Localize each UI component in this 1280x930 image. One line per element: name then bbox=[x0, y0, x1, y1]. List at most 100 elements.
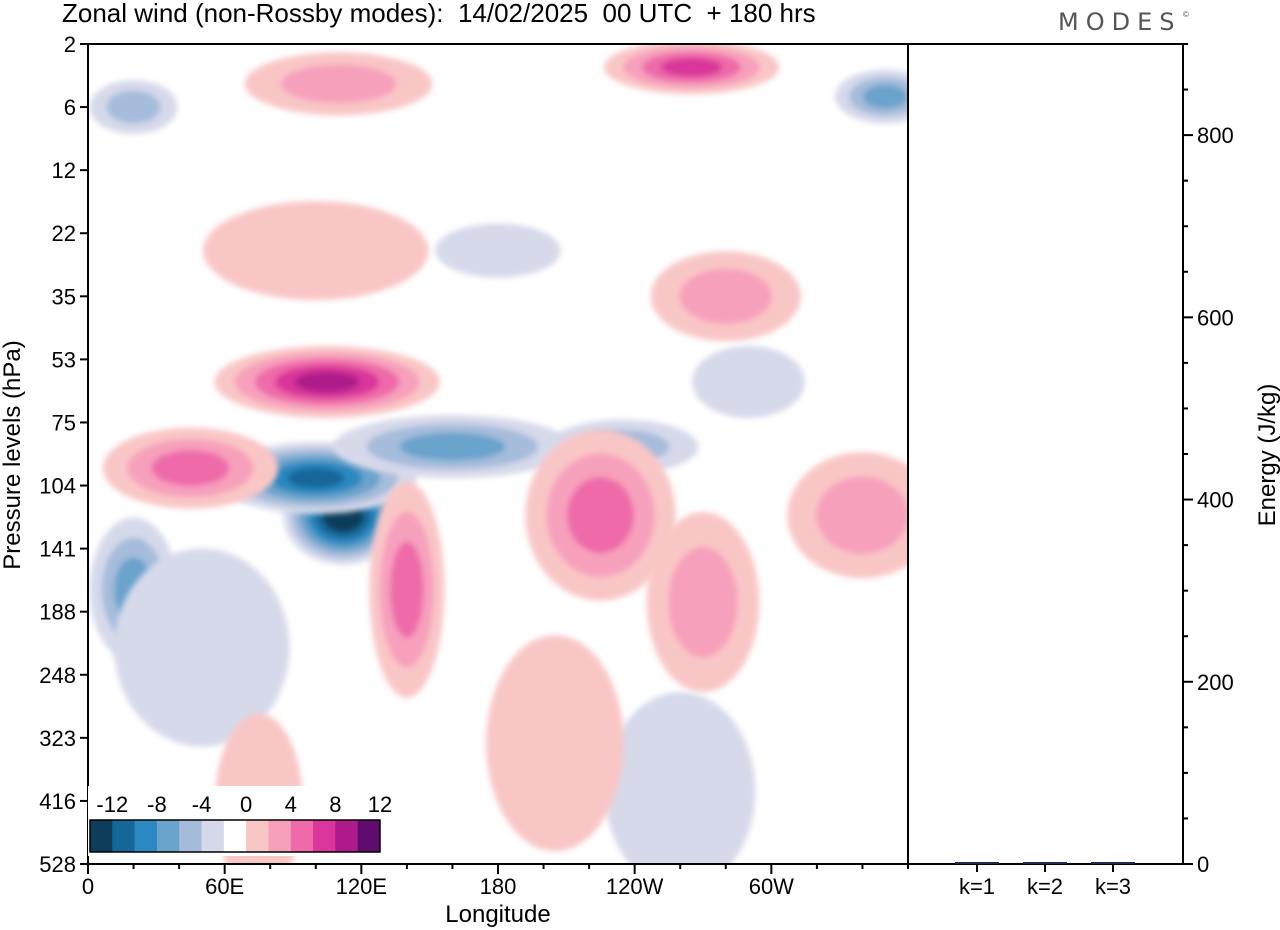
wind-anomaly-13 bbox=[603, 44, 780, 95]
wind-anomaly-14 bbox=[203, 201, 429, 301]
colorbar-swatch bbox=[134, 820, 158, 852]
colorbar-label: -8 bbox=[147, 792, 167, 817]
y-axis-title: Pressure levels (hPa) bbox=[0, 340, 26, 569]
x-tick-label: 60E bbox=[205, 874, 244, 899]
x-tick-label: 60W bbox=[749, 874, 794, 899]
energy-tick-label: 0 bbox=[1197, 852, 1209, 877]
colorbar-label: -12 bbox=[96, 792, 128, 817]
energy-category-label: k=2 bbox=[1027, 874, 1063, 899]
colorbar-swatch bbox=[156, 820, 180, 852]
x-tick-label: 120W bbox=[606, 874, 664, 899]
wind-anomaly-9 bbox=[525, 429, 676, 601]
energy-panel-frame bbox=[907, 43, 1184, 865]
contour-band bbox=[862, 84, 908, 109]
colorbar-swatch bbox=[201, 820, 225, 852]
colorbar-swatch bbox=[290, 820, 314, 852]
wind-anomaly-19 bbox=[692, 345, 805, 418]
contour-band bbox=[203, 201, 429, 301]
contour-band bbox=[106, 90, 161, 124]
chart-title: Zonal wind (non-Rossby modes): 14/02/202… bbox=[62, 0, 816, 28]
colorbar-swatch bbox=[90, 820, 113, 852]
modes-logo: MODES bbox=[1058, 8, 1182, 36]
contour-band bbox=[287, 467, 345, 489]
x-tick-label: 120E bbox=[336, 874, 387, 899]
energy-tick-label: 400 bbox=[1197, 488, 1234, 513]
y-tick-label: 12 bbox=[52, 158, 76, 183]
colorbar-frame bbox=[89, 819, 381, 853]
pressure-axis: 2 6 12 22 35 53 75 104 141 188 248 323 416 528 bbox=[39, 32, 88, 877]
contour-band bbox=[605, 692, 756, 864]
wind-anomaly-8 bbox=[369, 481, 445, 698]
colorbar-swatch bbox=[335, 820, 359, 852]
colorbar-label: 4 bbox=[285, 792, 297, 817]
wind-anomaly-12 bbox=[244, 52, 433, 116]
energy-bar bbox=[955, 862, 999, 864]
y-tick-label: 22 bbox=[52, 221, 76, 246]
contour-band bbox=[390, 541, 424, 638]
logo-registered-icon: © bbox=[1183, 10, 1189, 19]
energy-axis: 0 200 400 600 800 bbox=[1183, 43, 1234, 877]
contour-band bbox=[661, 57, 723, 77]
x-tick-label: 180 bbox=[480, 874, 517, 899]
y-tick-label: 53 bbox=[52, 347, 76, 372]
colorbar-label: -4 bbox=[192, 792, 212, 817]
colorbar-swatch bbox=[357, 820, 381, 852]
y-tick-label: 75 bbox=[52, 410, 76, 435]
wind-anomaly-10 bbox=[646, 512, 760, 693]
energy-tick-label: 200 bbox=[1197, 670, 1234, 695]
wind-anomaly-22 bbox=[486, 635, 624, 852]
y-tick-label: 528 bbox=[39, 852, 76, 877]
y-tick-label: 141 bbox=[39, 537, 76, 562]
contour-band bbox=[114, 548, 290, 747]
energy-category-label: k=1 bbox=[959, 874, 995, 899]
y-tick-label: 35 bbox=[52, 284, 76, 309]
contour-band bbox=[679, 268, 773, 324]
wind-anomaly-15 bbox=[650, 251, 801, 342]
x-axis-title: Longitude bbox=[445, 901, 550, 928]
colorbar: -12 -8 -4 0 4 8 12 bbox=[88, 786, 392, 856]
colorbar-swatch bbox=[179, 820, 203, 852]
colorbar-swatch bbox=[112, 820, 136, 852]
y-tick-label: 6 bbox=[64, 95, 76, 120]
colorbar-swatch bbox=[268, 820, 292, 852]
colorbar-swatch bbox=[246, 820, 269, 852]
x-tick-label: 0 bbox=[82, 874, 94, 899]
y-tick-label: 2 bbox=[64, 32, 76, 57]
wind-anomaly-2 bbox=[333, 415, 572, 479]
contour-band bbox=[151, 450, 230, 487]
energy-category-label: k=3 bbox=[1095, 874, 1131, 899]
contour-band bbox=[294, 371, 360, 393]
wind-anomaly-18 bbox=[435, 223, 561, 278]
contour-band bbox=[435, 223, 561, 278]
energy-tick-label: 800 bbox=[1197, 123, 1234, 148]
longitude-axis: 0 60E 120E 180 120W 60W bbox=[82, 864, 909, 899]
contour-band bbox=[280, 64, 397, 104]
contour-band bbox=[816, 476, 908, 554]
wind-anomaly-7 bbox=[102, 427, 279, 509]
zonal-wind-contours bbox=[89, 44, 908, 864]
contour-band bbox=[486, 635, 624, 852]
colorbar-label: 8 bbox=[329, 792, 341, 817]
wind-anomaly-16 bbox=[835, 69, 908, 124]
energy-bar bbox=[1023, 862, 1067, 864]
wind-anomaly-20 bbox=[605, 692, 756, 864]
colorbar-label: 12 bbox=[368, 792, 392, 817]
energy-axis-title: Energy (J/kg) bbox=[1254, 384, 1280, 527]
colorbar-swatch bbox=[223, 820, 247, 852]
y-tick-label: 248 bbox=[39, 663, 76, 688]
y-tick-label: 188 bbox=[39, 600, 76, 625]
y-tick-label: 104 bbox=[39, 474, 76, 499]
contour-band bbox=[399, 432, 506, 461]
energy-tick-label: 600 bbox=[1197, 305, 1234, 330]
y-tick-label: 416 bbox=[39, 789, 76, 814]
contour-band bbox=[668, 546, 738, 658]
energy-bar bbox=[1091, 862, 1135, 864]
wind-anomaly-6 bbox=[214, 345, 440, 418]
wind-anomaly-5 bbox=[114, 548, 290, 747]
y-tick-label: 323 bbox=[39, 726, 76, 751]
contour-band bbox=[567, 477, 634, 554]
wind-anomaly-17 bbox=[89, 80, 178, 135]
contour-band bbox=[692, 345, 805, 418]
wind-anomaly-11 bbox=[787, 452, 908, 579]
